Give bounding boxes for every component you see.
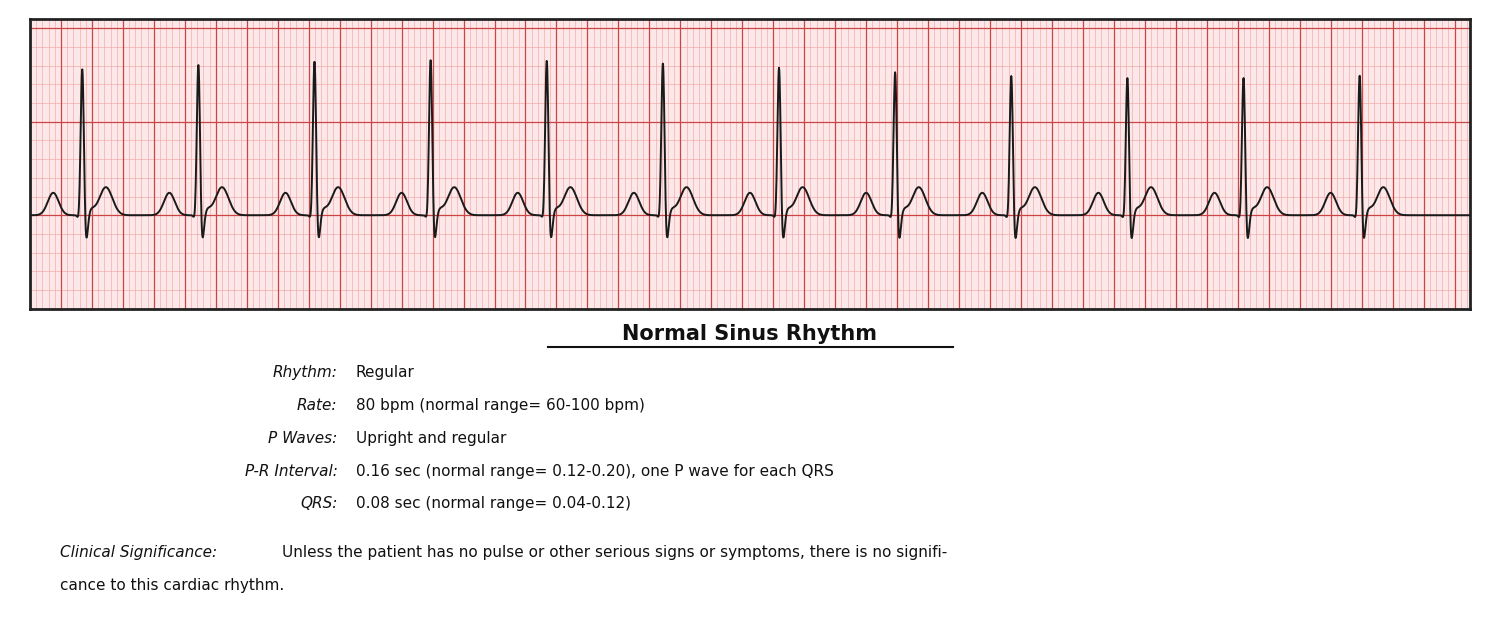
Text: 0.08 sec (normal range= 0.04-0.12): 0.08 sec (normal range= 0.04-0.12) [356,496,630,512]
Text: QRS:: QRS: [300,496,338,512]
Text: Rate:: Rate: [297,398,338,413]
Text: 0.16 sec (normal range= 0.12-0.20), one P wave for each QRS: 0.16 sec (normal range= 0.12-0.20), one … [356,464,834,479]
Text: P Waves:: P Waves: [268,431,338,446]
Text: 80 bpm (normal range= 60-100 bpm): 80 bpm (normal range= 60-100 bpm) [356,398,645,413]
Text: Unless the patient has no pulse or other serious signs or symptoms, there is no : Unless the patient has no pulse or other… [282,545,948,560]
Text: Rhythm:: Rhythm: [273,365,338,381]
Text: Normal Sinus Rhythm: Normal Sinus Rhythm [622,324,878,345]
Text: P-R Interval:: P-R Interval: [244,464,338,479]
Text: Upright and regular: Upright and regular [356,431,506,446]
Text: cance to this cardiac rhythm.: cance to this cardiac rhythm. [60,578,285,593]
Text: Regular: Regular [356,365,414,381]
Text: Clinical Significance:: Clinical Significance: [60,545,217,560]
